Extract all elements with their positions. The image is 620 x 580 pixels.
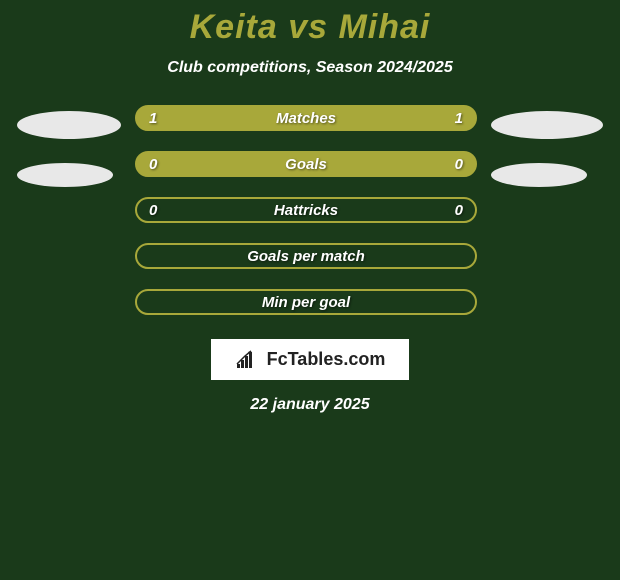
player-right-avatar-1	[491, 111, 603, 139]
player-left-avatar-1	[17, 111, 121, 139]
date-label: 22 january 2025	[250, 396, 369, 414]
brand-box[interactable]: FcTables.com	[211, 339, 410, 380]
subtitle: Club competitions, Season 2024/2025	[167, 59, 452, 77]
right-avatar-column	[491, 105, 603, 187]
chart-icon	[235, 350, 261, 370]
stat-left-value: 0	[149, 156, 157, 173]
stat-right-value: 1	[455, 110, 463, 127]
stat-row-goals-per-match: Goals per match	[135, 243, 477, 269]
stat-row-matches: 1 Matches 1	[135, 105, 477, 131]
stat-row-hattricks: 0 Hattricks 0	[135, 197, 477, 223]
stat-right-value: 0	[455, 156, 463, 173]
stat-label: Matches	[276, 110, 336, 127]
stat-row-goals: 0 Goals 0	[135, 151, 477, 177]
stat-label: Hattricks	[274, 202, 338, 219]
stat-label: Goals per match	[247, 248, 365, 265]
left-avatar-column	[17, 105, 121, 187]
stat-label: Min per goal	[262, 294, 350, 311]
stat-row-min-per-goal: Min per goal	[135, 289, 477, 315]
stat-right-value: 0	[455, 202, 463, 219]
main-container: Keita vs Mihai Club competitions, Season…	[0, 0, 620, 414]
stat-left-value: 1	[149, 110, 157, 127]
stats-area: 1 Matches 1 0 Goals 0 0 Hattricks 0 Goal…	[0, 105, 620, 315]
stat-rows: 1 Matches 1 0 Goals 0 0 Hattricks 0 Goal…	[135, 105, 477, 315]
stat-label: Goals	[285, 156, 327, 173]
page-title: Keita vs Mihai	[190, 8, 431, 47]
stat-left-value: 0	[149, 202, 157, 219]
player-right-avatar-2	[491, 163, 587, 187]
brand-text: FcTables.com	[267, 349, 386, 370]
player-left-avatar-2	[17, 163, 113, 187]
